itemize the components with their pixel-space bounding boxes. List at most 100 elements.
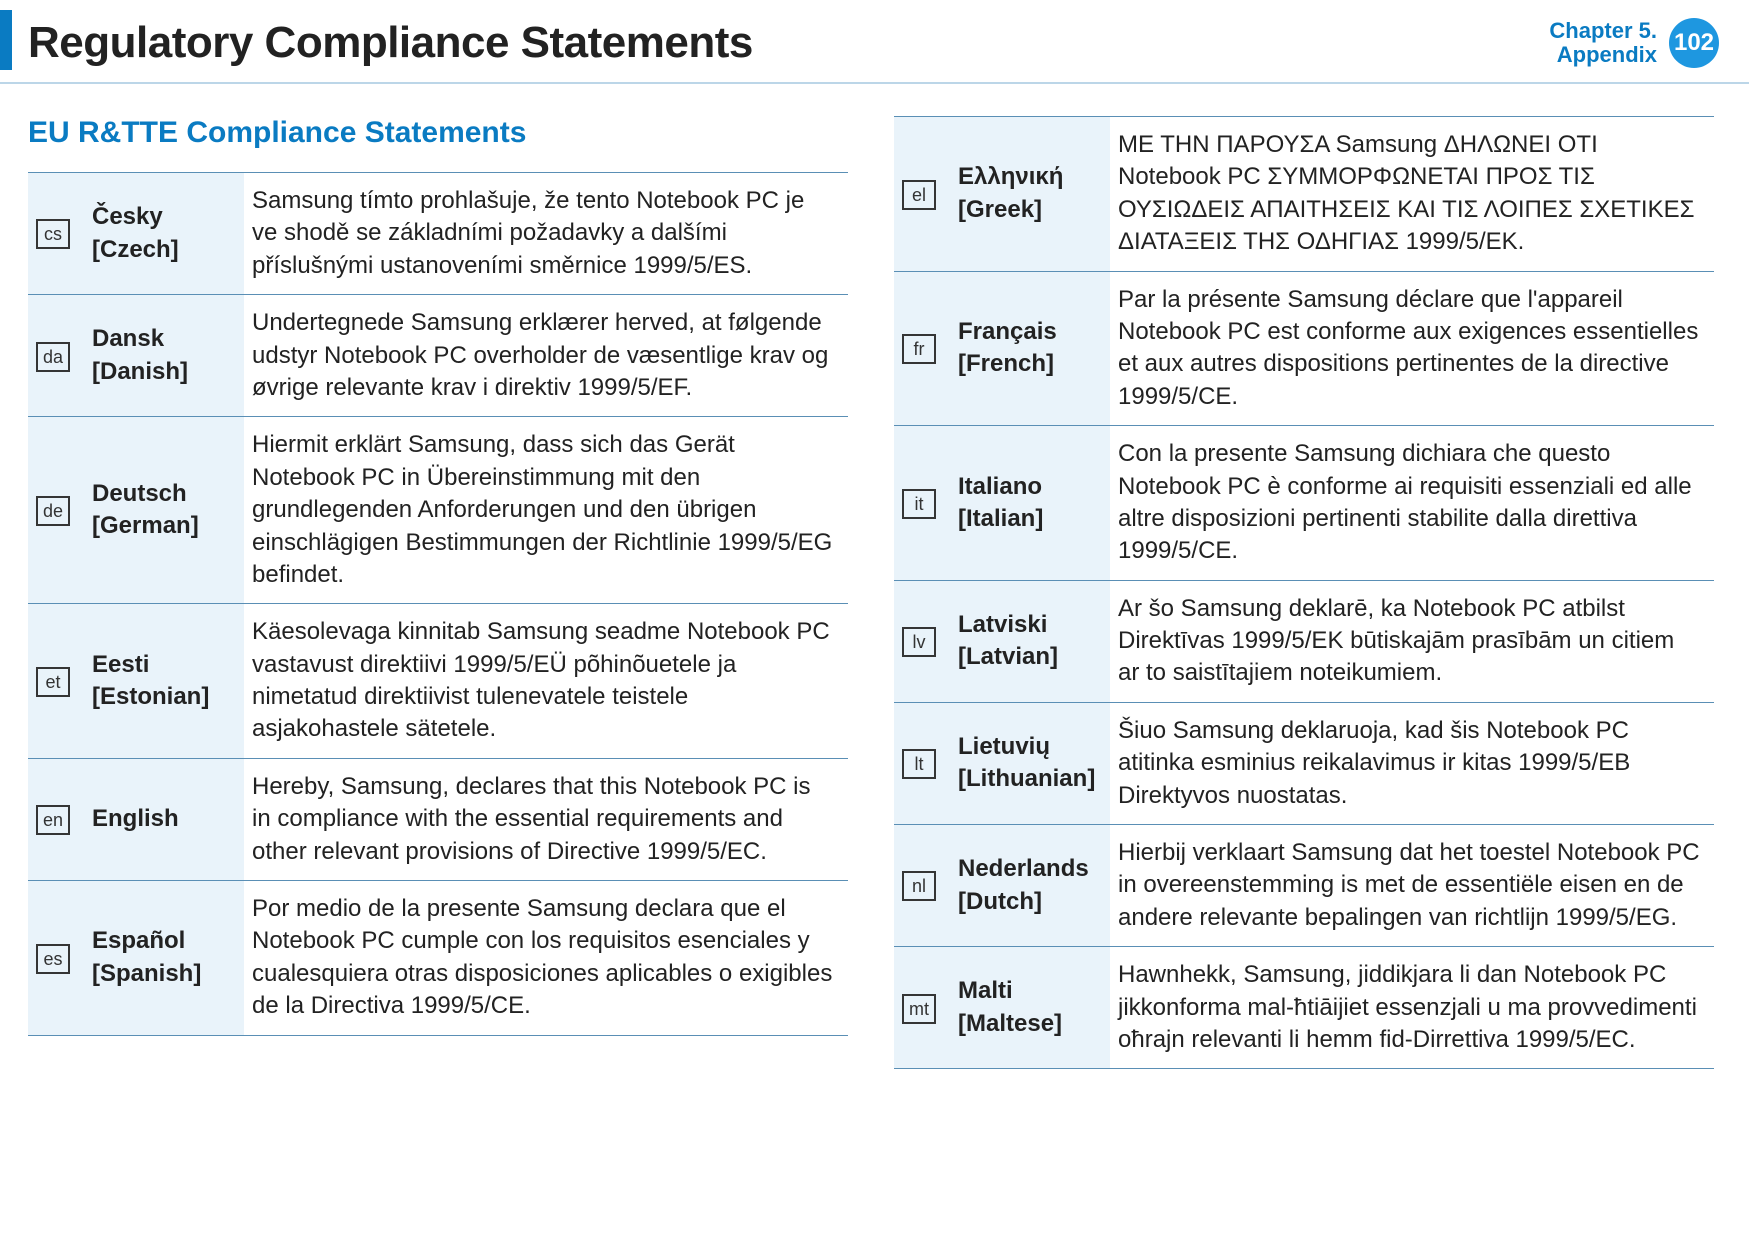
compliance-statement: Con la presente Samsung dichiara che que… bbox=[1110, 426, 1714, 581]
lang-code-box: de bbox=[36, 496, 70, 526]
compliance-statement: Samsung tímto prohlašuje, že tento Noteb… bbox=[244, 173, 848, 295]
lang-native-name: Ελληνική bbox=[958, 161, 1096, 193]
lang-code-box: en bbox=[36, 805, 70, 835]
compliance-statement: Hereby, Samsung, declares that this Note… bbox=[244, 758, 848, 880]
lang-name-cell: Česky[Czech] bbox=[84, 173, 244, 295]
table-row: etEesti[Estonian]Käesolevaga kinnitab Sa… bbox=[28, 604, 848, 759]
chapter-line-1: Chapter 5. bbox=[1549, 19, 1657, 43]
lang-code-cell: mt bbox=[894, 947, 950, 1069]
lang-code-cell: de bbox=[28, 417, 84, 604]
header-right: Chapter 5. Appendix 102 bbox=[1549, 18, 1719, 68]
lang-code-box: fr bbox=[902, 334, 936, 364]
compliance-statement: Šiuo Samsung deklaruoja, kad šis Noteboo… bbox=[1110, 702, 1714, 824]
table-row: en English Hereby, Samsung, declares that … bbox=[28, 758, 848, 880]
lang-code-box: mt bbox=[902, 994, 936, 1024]
lang-code-cell: el bbox=[894, 117, 950, 272]
table-row: mtMalti[Maltese]Hawnhekk, Samsung, jiddi… bbox=[894, 947, 1714, 1069]
lang-code-box: it bbox=[902, 489, 936, 519]
page-number-badge: 102 bbox=[1669, 18, 1719, 68]
table-row: cs Česky[Czech]Samsung tímto prohlašuje, … bbox=[28, 173, 848, 295]
lang-code-cell: en bbox=[28, 758, 84, 880]
lang-native-name: Italiano bbox=[958, 471, 1096, 503]
table-row: daDansk[Danish]Undertegnede Samsung erkl… bbox=[28, 295, 848, 417]
compliance-statement: Hawnhekk, Samsung, jiddikjara li dan Not… bbox=[1110, 947, 1714, 1069]
lang-native-name: Eesti bbox=[92, 649, 230, 681]
table-row: deDeutsch[German]Hiermit erklärt Samsung… bbox=[28, 417, 848, 604]
lang-code-cell: nl bbox=[894, 825, 950, 947]
lang-english-name: [Greek] bbox=[958, 194, 1096, 226]
page-number: 102 bbox=[1674, 29, 1714, 57]
lang-code-cell: cs bbox=[28, 173, 84, 295]
compliance-statement: Ar šo Samsung deklarē, ka Notebook PC at… bbox=[1110, 580, 1714, 702]
table-row: fr Français[French] Par la présente Samsun… bbox=[894, 271, 1714, 426]
lang-code-cell: lv bbox=[894, 580, 950, 702]
lang-code-cell: da bbox=[28, 295, 84, 417]
lang-name-cell: Nederlands[Dutch] bbox=[950, 825, 1110, 947]
lang-native-name: Français bbox=[958, 316, 1096, 348]
lang-name-cell: Eesti[Estonian] bbox=[84, 604, 244, 759]
lang-name-cell: Deutsch[German] bbox=[84, 417, 244, 604]
lang-name-cell: Malti[Maltese] bbox=[950, 947, 1110, 1069]
lang-code-cell: es bbox=[28, 881, 84, 1036]
side-accent-bar bbox=[0, 10, 12, 70]
lang-code-box: lt bbox=[902, 749, 936, 779]
lang-code-box: cs bbox=[36, 219, 70, 249]
table-row: ltLietuvių[Lithuanian]Šiuo Samsung dekla… bbox=[894, 702, 1714, 824]
lang-native-name: Lietuvių bbox=[958, 731, 1096, 763]
lang-name-cell: Italiano[Italian] bbox=[950, 426, 1110, 581]
lang-code-box: nl bbox=[902, 871, 936, 901]
lang-native-name: Español bbox=[92, 925, 230, 957]
left-column: EU R&TTE Compliance Statements cs Česky[C… bbox=[28, 116, 848, 1069]
lang-name-cell: Español[Spanish] bbox=[84, 881, 244, 1036]
compliance-table-right: elΕλληνική[Greek]ΜΕ ΤΗΝ ΠΑΡΟΥΣΑ Samsung … bbox=[894, 116, 1714, 1069]
lang-native-name: Malti bbox=[958, 975, 1096, 1007]
lang-english-name: [Dutch] bbox=[958, 886, 1096, 918]
lang-name-cell: Dansk[Danish] bbox=[84, 295, 244, 417]
page-header: Regulatory Compliance Statements Chapter… bbox=[0, 0, 1749, 84]
lang-code-cell: fr bbox=[894, 271, 950, 426]
lang-code-box: el bbox=[902, 180, 936, 210]
lang-english-name: [Italian] bbox=[958, 503, 1096, 535]
lang-native-name: Dansk bbox=[92, 323, 230, 355]
compliance-statement: Käesolevaga kinnitab Samsung seadme Note… bbox=[244, 604, 848, 759]
lang-english-name: [Estonian] bbox=[92, 681, 230, 713]
compliance-statement: ΜΕ ΤΗΝ ΠΑΡΟΥΣΑ Samsung ΔΗΛΩΝΕΙ ΟΤΙ Noteb… bbox=[1110, 117, 1714, 272]
lang-english-name: [Maltese] bbox=[958, 1008, 1096, 1040]
lang-code-box: lv bbox=[902, 627, 936, 657]
page-title: Regulatory Compliance Statements bbox=[28, 18, 753, 68]
right-column: elΕλληνική[Greek]ΜΕ ΤΗΝ ΠΑΡΟΥΣΑ Samsung … bbox=[894, 116, 1714, 1069]
table-row: lv Latviski[Latvian]Ar šo Samsung deklarē… bbox=[894, 580, 1714, 702]
lang-name-cell: Ελληνική[Greek] bbox=[950, 117, 1110, 272]
lang-english-name: [French] bbox=[958, 348, 1096, 380]
compliance-statement: Par la présente Samsung déclare que l'ap… bbox=[1110, 271, 1714, 426]
lang-english-name: [Danish] bbox=[92, 356, 230, 388]
lang-code-cell: et bbox=[28, 604, 84, 759]
chapter-label: Chapter 5. Appendix bbox=[1549, 19, 1657, 67]
lang-name-cell: Lietuvių[Lithuanian] bbox=[950, 702, 1110, 824]
lang-native-name: Deutsch bbox=[92, 478, 230, 510]
lang-native-name: English bbox=[92, 803, 230, 835]
lang-english-name: [Spanish] bbox=[92, 958, 230, 990]
compliance-statement: Por medio de la presente Samsung declara… bbox=[244, 881, 848, 1036]
content-columns: EU R&TTE Compliance Statements cs Česky[C… bbox=[0, 84, 1749, 1069]
lang-code-box: da bbox=[36, 342, 70, 372]
lang-code-cell: it bbox=[894, 426, 950, 581]
section-title: EU R&TTE Compliance Statements bbox=[28, 116, 848, 150]
lang-english-name: [Lithuanian] bbox=[958, 763, 1096, 795]
page: Regulatory Compliance Statements Chapter… bbox=[0, 0, 1749, 1241]
lang-name-cell: English bbox=[84, 758, 244, 880]
lang-native-name: Latviski bbox=[958, 609, 1096, 641]
chapter-line-2: Appendix bbox=[1549, 43, 1657, 67]
table-row: nlNederlands[Dutch]Hierbij verklaart Sam… bbox=[894, 825, 1714, 947]
compliance-statement: Undertegnede Samsung erklærer herved, at… bbox=[244, 295, 848, 417]
compliance-statement: Hierbij verklaart Samsung dat het toeste… bbox=[1110, 825, 1714, 947]
lang-code-box: es bbox=[36, 944, 70, 974]
lang-english-name: [German] bbox=[92, 510, 230, 542]
table-row: itItaliano[Italian]Con la presente Samsu… bbox=[894, 426, 1714, 581]
lang-code-box: et bbox=[36, 667, 70, 697]
lang-native-name: Nederlands bbox=[958, 853, 1096, 885]
lang-name-cell: Latviski[Latvian] bbox=[950, 580, 1110, 702]
table-row: esEspañol[Spanish]Por medio de la presen… bbox=[28, 881, 848, 1036]
table-row: elΕλληνική[Greek]ΜΕ ΤΗΝ ΠΑΡΟΥΣΑ Samsung … bbox=[894, 117, 1714, 272]
lang-code-cell: lt bbox=[894, 702, 950, 824]
